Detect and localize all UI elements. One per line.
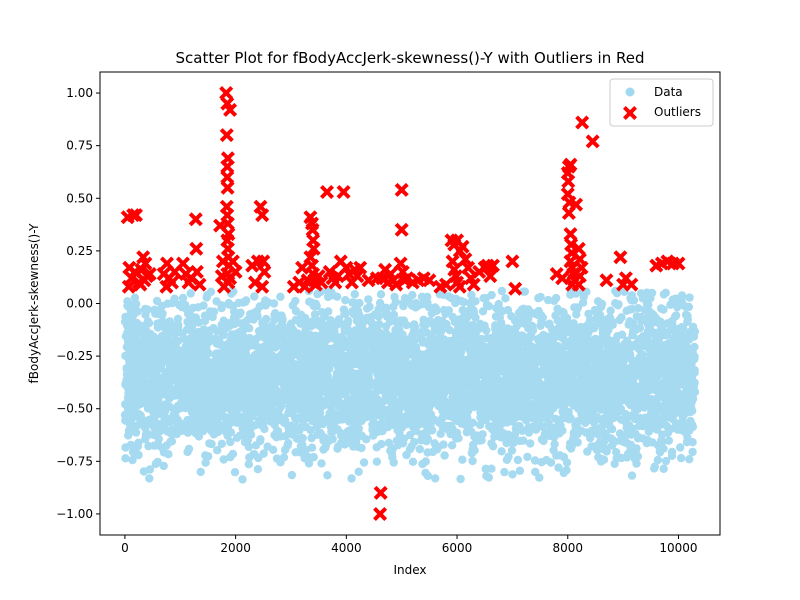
y-tick-label: −0.25	[56, 349, 93, 363]
outlier-point	[306, 241, 321, 256]
outlier-point	[555, 271, 570, 286]
x-axis-label: Index	[393, 563, 426, 577]
legend-outliers-label: Outliers	[654, 105, 701, 119]
x-axis: 0 2000 4000 6000 8000 10000	[121, 535, 698, 555]
outlier-point	[219, 128, 234, 143]
outlier-point	[599, 273, 614, 288]
y-axis: −1.00 −0.75 −0.50 −0.25 0.00 0.25 0.50 0.75 1.00	[56, 86, 100, 521]
outlier-point	[220, 170, 235, 185]
y-tick-label: 0.75	[66, 139, 93, 153]
outlier-point	[350, 269, 365, 284]
outlier-point	[373, 507, 388, 521]
outlier-point	[142, 267, 157, 281]
outlier-point	[563, 227, 578, 242]
outlier-point	[575, 115, 590, 130]
outlier-point	[571, 241, 586, 256]
outlier-point	[220, 159, 235, 174]
y-tick-label: 0.25	[66, 244, 93, 258]
data-points-layer	[120, 286, 700, 484]
outlier-point	[563, 157, 578, 172]
outlier-point	[220, 216, 235, 231]
outlier-point	[569, 197, 584, 212]
y-tick-label: 0.00	[66, 297, 93, 311]
x-tick-label: 2000	[220, 541, 251, 555]
outlier-point	[373, 485, 388, 500]
outlier-point	[613, 250, 628, 265]
outlier-point	[126, 208, 141, 223]
outlier-point	[188, 212, 203, 227]
y-tick-label: 1.00	[66, 86, 93, 100]
y-tick-label: −1.00	[56, 507, 93, 521]
outlier-point	[248, 275, 262, 290]
outlier-point	[508, 281, 523, 296]
y-tick-label: −0.50	[56, 402, 93, 416]
outlier-point	[486, 258, 500, 273]
outlier-point	[219, 86, 234, 100]
outlier-points-layer	[120, 86, 686, 521]
legend-box	[609, 78, 714, 127]
outlier-point	[455, 239, 470, 254]
outlier-point	[585, 134, 600, 149]
chart-title: Scatter Plot for fBodyAccJerk-skewness()…	[175, 49, 644, 67]
outlier-point	[320, 185, 334, 199]
outlier-point	[483, 269, 498, 284]
x-tick-label: 4000	[331, 541, 362, 555]
outlier-point	[257, 264, 272, 279]
x-tick-label: 6000	[442, 541, 473, 555]
outlier-point	[176, 256, 190, 271]
y-tick-label: −0.75	[56, 454, 93, 468]
outlier-point	[389, 277, 404, 292]
outlier-point	[295, 260, 310, 275]
outlier-point	[422, 273, 437, 288]
outlier-point	[624, 277, 639, 292]
outlier-point	[223, 102, 238, 117]
outlier-point	[571, 277, 586, 292]
outlier-point	[225, 254, 240, 269]
outlier-point	[189, 264, 204, 279]
outlier-point	[255, 279, 270, 294]
x-tick-label: 8000	[552, 541, 583, 555]
outlier-point	[121, 279, 136, 294]
outlier-point	[133, 277, 148, 292]
outlier-point	[159, 279, 174, 294]
outlier-point	[220, 180, 235, 195]
outlier-point	[466, 277, 481, 292]
data-points	[120, 286, 700, 484]
outlier-point	[129, 208, 143, 223]
outlier-point	[353, 260, 368, 275]
y-tick-label: 0.50	[66, 191, 93, 205]
outlier-point	[461, 260, 476, 275]
outlier-point	[255, 208, 270, 223]
outlier-point	[561, 174, 576, 189]
outlier-point	[671, 256, 686, 271]
x-tick-label: 10000	[659, 541, 697, 555]
outlier-point	[256, 254, 271, 269]
x-tick-label: 0	[121, 541, 129, 555]
outlier-point	[228, 264, 243, 279]
outlier-point	[314, 275, 329, 290]
legend-data-marker	[625, 87, 635, 97]
outlier-point	[336, 185, 351, 199]
legend: Data Outliers	[609, 78, 714, 127]
outlier-point	[394, 222, 409, 237]
outlier-point	[439, 277, 453, 292]
y-axis-label: fBodyAccJerk-skewness()-Y	[27, 223, 41, 384]
outlier-point	[505, 254, 520, 269]
outlier-point	[305, 222, 320, 237]
outlier-point	[452, 279, 467, 294]
legend-data-label: Data	[654, 85, 683, 99]
outlier-point	[192, 277, 207, 292]
outlier-point	[394, 182, 409, 197]
legend-outlier-marker	[623, 106, 637, 120]
outlier-point	[189, 241, 204, 256]
